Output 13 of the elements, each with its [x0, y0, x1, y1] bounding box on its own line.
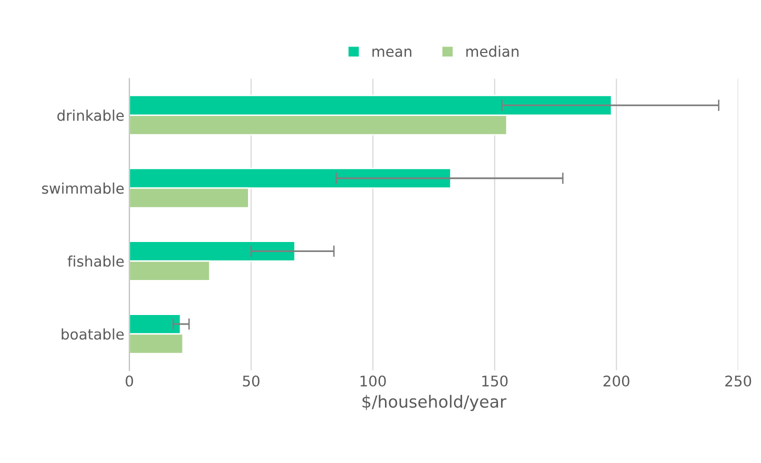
x-tick-label: 100	[360, 376, 386, 387]
x-tick-label: 50	[242, 376, 260, 387]
x-tick-label: 150	[482, 376, 508, 387]
legend-label: median	[466, 46, 518, 57]
x-tick-label: 0	[126, 376, 134, 387]
y-tick-label: swimmable	[42, 182, 124, 194]
y-tick-label: drinkable	[57, 110, 124, 121]
x-tick-label: 200	[604, 376, 630, 387]
y-tick-label: fishable	[68, 255, 124, 267]
y-tick-label: boatable	[62, 328, 124, 340]
x-tick-label: 250	[725, 376, 752, 387]
legend-label: mean	[372, 48, 412, 57]
x-axis-title: $/household/year	[362, 394, 506, 412]
